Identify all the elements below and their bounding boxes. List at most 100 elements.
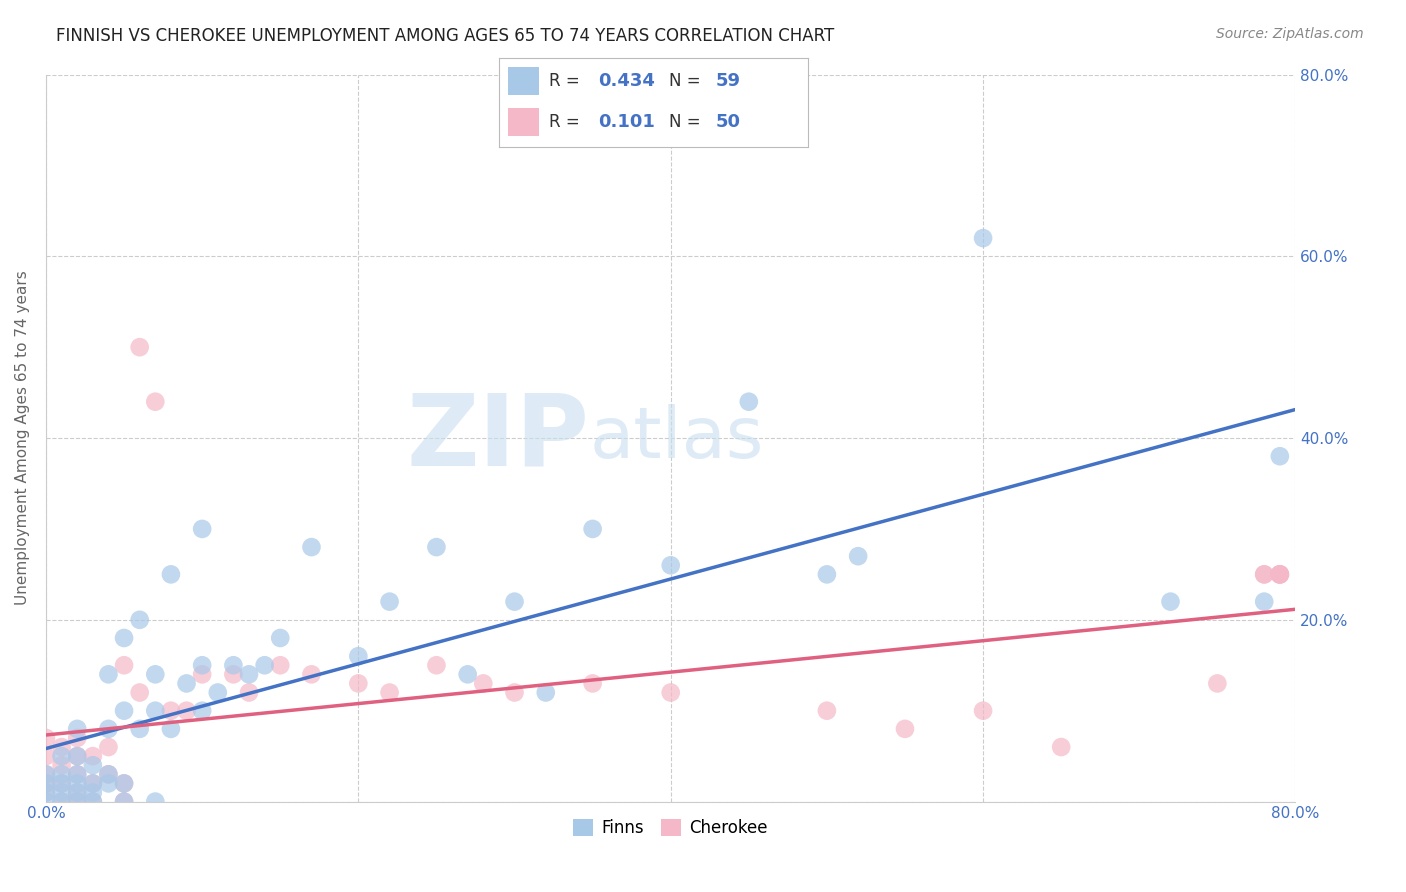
Point — [425, 658, 447, 673]
Point — [659, 558, 682, 573]
Point — [112, 795, 135, 809]
Point — [112, 795, 135, 809]
Text: N =: N = — [669, 113, 706, 131]
Point — [1268, 449, 1291, 463]
Point — [425, 540, 447, 554]
Point — [378, 685, 401, 699]
Point — [1253, 567, 1275, 582]
Point — [51, 758, 73, 772]
Point — [82, 776, 104, 790]
Point — [972, 704, 994, 718]
Point — [972, 231, 994, 245]
Point — [112, 776, 135, 790]
Point — [66, 776, 89, 790]
Point — [1050, 739, 1073, 754]
Point — [35, 776, 58, 790]
Point — [82, 785, 104, 799]
Text: FINNISH VS CHEROKEE UNEMPLOYMENT AMONG AGES 65 TO 74 YEARS CORRELATION CHART: FINNISH VS CHEROKEE UNEMPLOYMENT AMONG A… — [56, 27, 835, 45]
Point — [378, 594, 401, 608]
Point — [238, 667, 260, 681]
Point — [66, 795, 89, 809]
Point — [301, 667, 323, 681]
Text: R =: R = — [548, 113, 591, 131]
Point — [97, 739, 120, 754]
Point — [581, 676, 603, 690]
Point — [35, 767, 58, 781]
Point — [846, 549, 869, 564]
Point — [128, 340, 150, 354]
Point — [35, 776, 58, 790]
Point — [66, 749, 89, 764]
Text: ZIP: ZIP — [406, 390, 589, 486]
Point — [97, 767, 120, 781]
Point — [472, 676, 495, 690]
Point — [160, 704, 183, 718]
Point — [1206, 676, 1229, 690]
Y-axis label: Unemployment Among Ages 65 to 74 years: Unemployment Among Ages 65 to 74 years — [15, 270, 30, 606]
Point — [82, 795, 104, 809]
Point — [97, 776, 120, 790]
Point — [82, 749, 104, 764]
Point — [1253, 594, 1275, 608]
Point — [51, 785, 73, 799]
Point — [1253, 567, 1275, 582]
Point — [112, 631, 135, 645]
Point — [66, 749, 89, 764]
Point — [143, 795, 166, 809]
Point — [191, 658, 214, 673]
Point — [1268, 567, 1291, 582]
Point — [659, 685, 682, 699]
Text: R =: R = — [548, 72, 585, 90]
Point — [128, 722, 150, 736]
Bar — [509, 108, 540, 136]
Point — [112, 776, 135, 790]
Point — [253, 658, 276, 673]
Point — [176, 676, 198, 690]
Legend: Finns, Cherokee: Finns, Cherokee — [567, 813, 775, 844]
Point — [82, 758, 104, 772]
Point — [35, 795, 58, 809]
Point — [143, 704, 166, 718]
Point — [191, 522, 214, 536]
Point — [66, 731, 89, 745]
Point — [66, 722, 89, 736]
Text: 50: 50 — [716, 113, 741, 131]
Point — [222, 667, 245, 681]
Text: Source: ZipAtlas.com: Source: ZipAtlas.com — [1216, 27, 1364, 41]
Point — [269, 658, 291, 673]
Point — [66, 767, 89, 781]
Point — [97, 767, 120, 781]
Point — [97, 722, 120, 736]
Point — [503, 594, 526, 608]
Point — [35, 731, 58, 745]
Point — [128, 685, 150, 699]
Text: 59: 59 — [716, 72, 741, 90]
Point — [269, 631, 291, 645]
Text: atlas: atlas — [589, 403, 763, 473]
Point — [347, 676, 370, 690]
Point — [112, 658, 135, 673]
Point — [97, 667, 120, 681]
Point — [176, 704, 198, 718]
Point — [457, 667, 479, 681]
Point — [143, 667, 166, 681]
Point — [51, 776, 73, 790]
Text: 0.101: 0.101 — [598, 113, 655, 131]
Point — [35, 785, 58, 799]
Point — [35, 767, 58, 781]
Point — [1160, 594, 1182, 608]
Point — [738, 394, 761, 409]
Point — [35, 749, 58, 764]
Point — [534, 685, 557, 699]
Point — [160, 722, 183, 736]
Point — [82, 776, 104, 790]
Point — [66, 795, 89, 809]
Point — [1268, 567, 1291, 582]
Point — [815, 567, 838, 582]
Point — [143, 394, 166, 409]
Bar — [509, 67, 540, 95]
Text: 0.434: 0.434 — [598, 72, 655, 90]
Point — [51, 795, 73, 809]
Point — [815, 704, 838, 718]
Point — [347, 649, 370, 664]
